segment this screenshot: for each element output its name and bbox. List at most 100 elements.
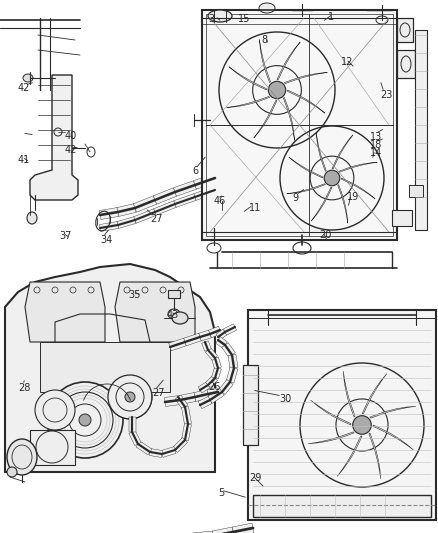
Polygon shape [173, 438, 187, 453]
Polygon shape [226, 96, 270, 108]
Polygon shape [174, 193, 196, 207]
Polygon shape [222, 343, 235, 357]
Polygon shape [370, 406, 416, 418]
Text: 15: 15 [238, 14, 251, 24]
Polygon shape [198, 382, 210, 393]
Polygon shape [341, 178, 375, 199]
Bar [415, 30, 427, 230]
Polygon shape [182, 423, 191, 441]
Bar [40, 342, 170, 392]
Polygon shape [332, 135, 353, 169]
Ellipse shape [79, 414, 91, 426]
Ellipse shape [217, 191, 227, 201]
Polygon shape [161, 447, 176, 457]
Polygon shape [311, 400, 351, 425]
Polygon shape [283, 98, 295, 140]
Text: 46: 46 [214, 196, 226, 206]
Polygon shape [219, 379, 233, 394]
Polygon shape [194, 174, 216, 189]
Text: 34: 34 [100, 235, 112, 245]
Ellipse shape [27, 212, 37, 224]
Polygon shape [337, 436, 362, 477]
Polygon shape [182, 406, 191, 425]
Ellipse shape [7, 439, 37, 475]
Text: 19: 19 [347, 192, 359, 202]
Text: 5: 5 [218, 488, 224, 498]
Bar [202, 10, 397, 240]
Polygon shape [311, 187, 332, 221]
Polygon shape [287, 184, 325, 194]
Text: 13: 13 [370, 132, 382, 142]
Polygon shape [205, 348, 218, 360]
Text: 43: 43 [167, 310, 179, 320]
Polygon shape [136, 441, 152, 455]
Polygon shape [223, 324, 237, 335]
Ellipse shape [168, 309, 180, 319]
Polygon shape [99, 222, 119, 231]
Bar [168, 290, 180, 298]
Polygon shape [277, 42, 300, 79]
Polygon shape [194, 390, 209, 401]
Polygon shape [316, 133, 326, 172]
Text: 26: 26 [208, 382, 220, 392]
Polygon shape [207, 387, 219, 398]
Text: 6: 6 [192, 166, 198, 176]
Bar [30, 430, 75, 465]
Polygon shape [259, 39, 271, 83]
Text: 3: 3 [208, 14, 214, 24]
Bar [253, 495, 431, 517]
Text: 18: 18 [370, 140, 382, 150]
Text: 37: 37 [59, 231, 71, 241]
Text: 11: 11 [249, 203, 261, 213]
Polygon shape [208, 389, 224, 403]
Polygon shape [117, 204, 136, 216]
Polygon shape [369, 433, 381, 479]
Ellipse shape [209, 174, 225, 194]
Polygon shape [115, 282, 195, 342]
Ellipse shape [208, 10, 232, 22]
Ellipse shape [7, 467, 17, 477]
Polygon shape [226, 367, 238, 383]
Polygon shape [128, 417, 135, 432]
Polygon shape [228, 354, 238, 369]
Text: 40: 40 [65, 131, 77, 141]
Polygon shape [134, 209, 156, 223]
Polygon shape [205, 376, 218, 387]
Polygon shape [129, 431, 141, 446]
Polygon shape [208, 326, 222, 338]
Polygon shape [99, 207, 119, 220]
Polygon shape [232, 523, 254, 533]
Text: 27: 27 [152, 388, 165, 398]
Text: 23: 23 [380, 90, 392, 100]
Bar [248, 310, 436, 520]
Polygon shape [175, 395, 188, 409]
Text: 1: 1 [328, 12, 334, 22]
Polygon shape [215, 337, 227, 348]
Ellipse shape [324, 170, 340, 186]
Polygon shape [339, 162, 377, 172]
Text: 20: 20 [319, 230, 332, 240]
Text: 41: 41 [18, 155, 30, 165]
Polygon shape [154, 201, 177, 215]
Ellipse shape [108, 375, 152, 419]
Polygon shape [193, 531, 213, 533]
Polygon shape [308, 432, 354, 444]
Polygon shape [287, 90, 325, 113]
Text: 30: 30 [279, 394, 291, 404]
Polygon shape [5, 264, 215, 472]
Polygon shape [153, 188, 177, 204]
Polygon shape [25, 282, 105, 342]
Ellipse shape [172, 312, 188, 324]
Ellipse shape [259, 3, 275, 13]
Bar [397, 18, 413, 42]
Polygon shape [173, 181, 197, 196]
Bar [397, 50, 415, 78]
Polygon shape [169, 338, 186, 351]
Bar [392, 210, 412, 226]
Text: 29: 29 [249, 473, 261, 483]
Bar [202, 10, 397, 240]
Bar [206, 14, 393, 236]
Polygon shape [212, 527, 234, 533]
Polygon shape [202, 341, 211, 351]
Polygon shape [212, 367, 221, 379]
